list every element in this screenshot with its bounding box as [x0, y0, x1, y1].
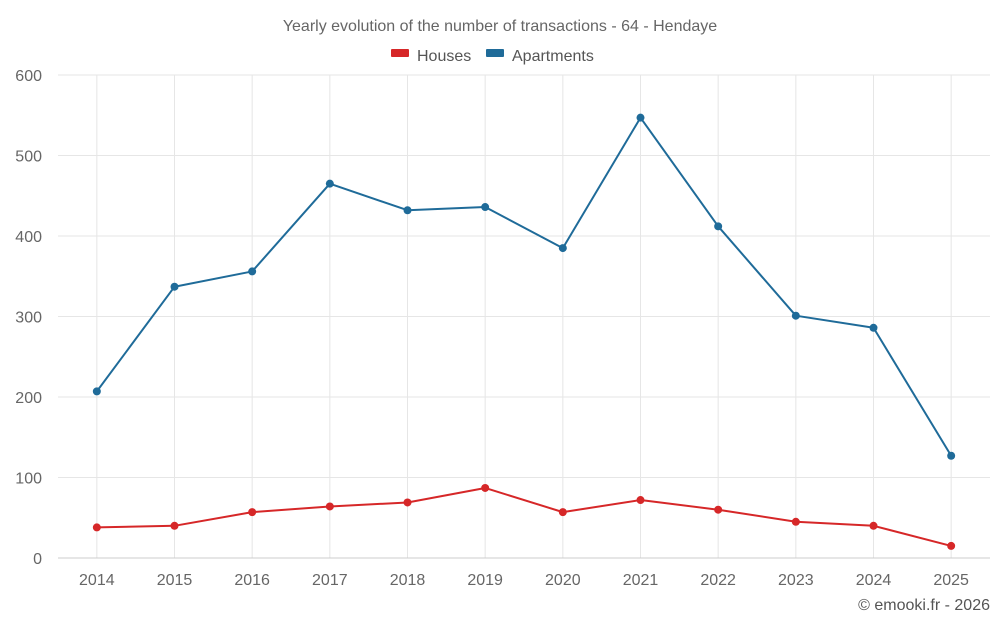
- legend-item-apartments[interactable]: Apartments: [486, 48, 594, 65]
- axes: 0 100 200 300 400 500 600 2014 2015 2016 2017 2018 2…: [15, 68, 990, 589]
- data-point-apartments[interactable]: Apartments 2020: 385: [558, 244, 567, 253]
- data-point-apartments[interactable]: Apartments 2019: 436: [481, 203, 490, 212]
- data-point-houses[interactable]: Houses 2016: 57: [248, 508, 257, 517]
- data-point-apartments[interactable]: Apartments 2018: 432: [403, 206, 412, 215]
- x-tick-label: 2019: [467, 572, 503, 589]
- legend-label-houses: Houses: [417, 48, 471, 65]
- credit-text: © emooki.fr - 2026: [858, 597, 990, 614]
- x-tick-label: 2017: [312, 572, 348, 589]
- legend-item-houses[interactable]: Houses: [391, 48, 471, 65]
- x-tick-label: 2015: [157, 572, 193, 589]
- data-point-apartments[interactable]: Apartments 2024: 286: [869, 323, 878, 332]
- data-point-houses[interactable]: Houses 2017: 64: [325, 502, 334, 511]
- data-point-houses[interactable]: Houses 2024: 40: [869, 521, 878, 530]
- data-point-houses[interactable]: Houses 2023: 45: [791, 517, 800, 526]
- data-point-apartments[interactable]: Apartments 2023: 301: [791, 311, 800, 320]
- y-tick-label: 300: [15, 310, 42, 327]
- chart-title: Yearly evolution of the number of transa…: [283, 18, 717, 35]
- series-line-houses: [96, 486, 952, 547]
- x-tick-label: 2016: [234, 572, 270, 589]
- x-tick-label: 2018: [390, 572, 426, 589]
- y-tick-label: 500: [15, 149, 42, 166]
- data-point-apartments[interactable]: Apartments 2021: 547: [636, 113, 645, 122]
- legend-swatch-apartments: [486, 49, 504, 57]
- legend-label-apartments: Apartments: [512, 48, 594, 65]
- y-tick-label: 600: [15, 68, 42, 85]
- data-point-apartments[interactable]: Apartments 2014: 207: [92, 387, 101, 396]
- data-point-apartments[interactable]: Apartments 2017: 465: [325, 179, 334, 188]
- x-tick-label: 2023: [778, 572, 814, 589]
- y-tick-label: 0: [33, 551, 42, 568]
- grid: [58, 74, 990, 558]
- series-layer: Houses 2014: 38 Houses 2015: 40 Houses 201…: [92, 113, 956, 550]
- x-tick-label: 2022: [700, 572, 736, 589]
- data-point-houses[interactable]: Houses 2022: 60: [714, 505, 723, 514]
- y-tick-label: 100: [15, 471, 42, 488]
- data-point-apartments[interactable]: Apartments 2022: 412: [714, 222, 723, 231]
- data-point-houses[interactable]: Houses 2020: 57: [558, 508, 567, 517]
- x-tick-label: 2014: [79, 572, 115, 589]
- data-point-houses[interactable]: Houses 2021: 72: [636, 496, 645, 505]
- x-tick-label: 2021: [623, 572, 659, 589]
- y-tick-label: 200: [15, 390, 42, 407]
- data-point-houses[interactable]: Houses 2019: 87: [481, 483, 490, 492]
- y-tick-label: 400: [15, 229, 42, 246]
- series-line-apartments: [96, 116, 953, 457]
- data-point-apartments[interactable]: Apartments 2025: 127: [947, 451, 956, 460]
- data-point-apartments[interactable]: Apartments 2015: 337: [170, 282, 179, 291]
- legend-swatch-houses: [391, 49, 409, 57]
- x-tick-label: 2025: [933, 572, 969, 589]
- data-point-houses[interactable]: Houses 2014: 38: [92, 523, 101, 532]
- x-tick-label: 2020: [545, 572, 581, 589]
- legend: Houses Apartments: [391, 48, 594, 65]
- data-point-apartments[interactable]: Apartments 2016: 356: [248, 267, 257, 276]
- data-point-houses[interactable]: Houses 2015: 40: [170, 521, 179, 530]
- data-point-houses[interactable]: Houses 2025: 15: [947, 541, 956, 550]
- data-point-houses[interactable]: Houses 2018: 69: [403, 498, 412, 507]
- x-tick-label: 2024: [856, 572, 892, 589]
